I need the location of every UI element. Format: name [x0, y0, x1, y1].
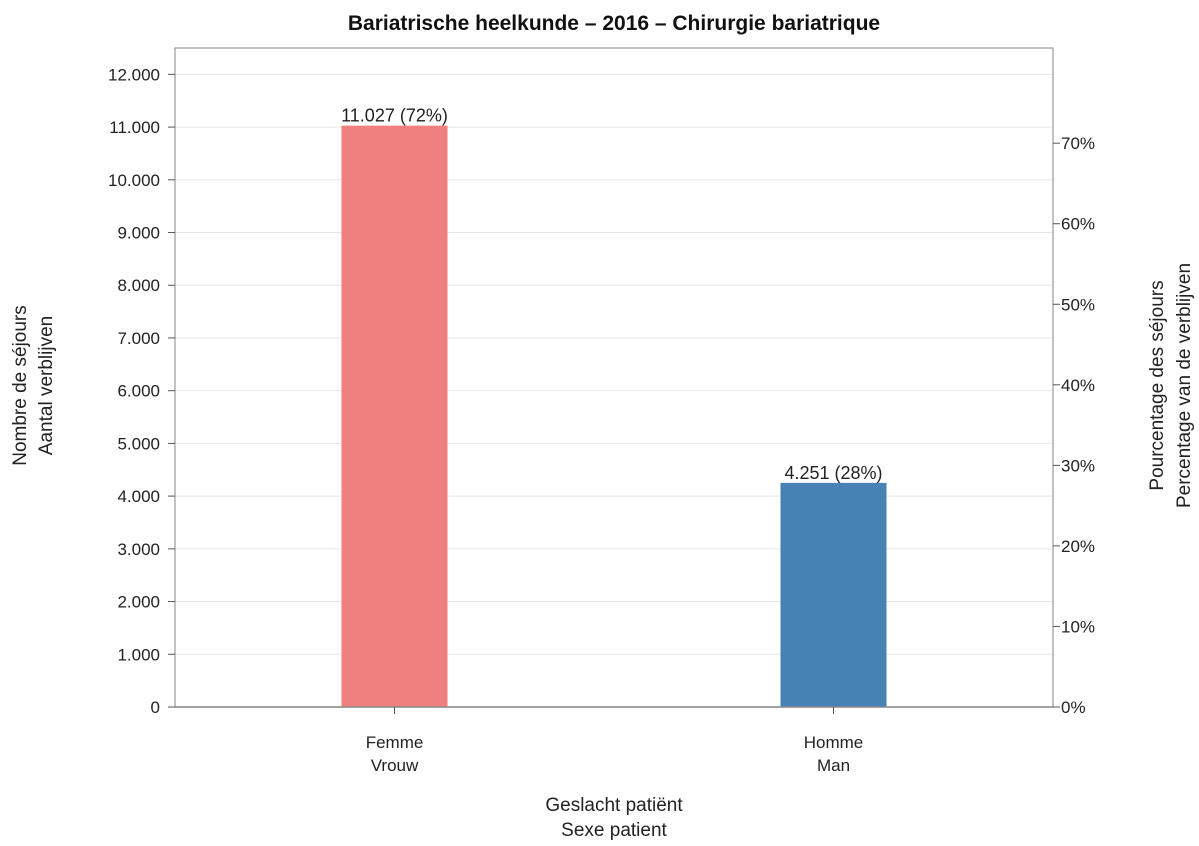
right-y-tick-label: 20% — [1061, 537, 1095, 556]
x-tick-label: Man — [817, 756, 850, 775]
axis-titles: Geslacht patiënt Sexe patient Nombre de sé… — [10, 263, 1195, 841]
x-axis-title: Geslacht patiënt — [545, 795, 683, 816]
bar-data-label: 4.251 (28%) — [784, 463, 882, 483]
bar — [780, 482, 887, 707]
right-y-tick-label: 0% — [1061, 698, 1086, 717]
left-y-tick-label: 6.000 — [117, 382, 160, 401]
left-y-tick-label: 3.000 — [117, 540, 160, 559]
right-y-tick-label: 70% — [1061, 134, 1095, 153]
right-y-tick-label: 40% — [1061, 376, 1095, 395]
x-tick-label: Homme — [804, 733, 864, 752]
right-y-tick-label: 60% — [1061, 215, 1095, 234]
left-y-axis: 0 1.000 2.000 3.000 4.000 5.000 6.000 7.000 8.00… — [108, 65, 175, 717]
bar-data-label: 11.027 (72%) — [341, 106, 448, 126]
right-y-tick-label: 10% — [1061, 617, 1095, 636]
right-y-tick-label: 30% — [1061, 456, 1095, 475]
plot-frame — [174, 47, 1054, 708]
left-y-tick-label: 5.000 — [117, 434, 160, 453]
right-y-axis: 0% 10% 20% 30% 40% 50% 60% 70% — [1053, 134, 1095, 717]
x-tick-label: Vrouw — [371, 756, 419, 775]
left-y-tick-label: 10.000 — [108, 171, 160, 190]
bars: 11.027 (72%) 4.251 (28%) — [341, 106, 887, 708]
gridlines — [175, 73, 1053, 655]
left-y-tick-label: 4.000 — [117, 487, 160, 506]
bar — [341, 125, 448, 708]
right-y-axis-title: Pourcentage des séjours — [1147, 280, 1168, 490]
left-y-tick-label: 9.000 — [117, 224, 160, 243]
left-y-tick-label: 11.000 — [109, 118, 160, 137]
left-y-tick-label: 0 — [151, 698, 160, 717]
left-y-tick-label: 7.000 — [117, 329, 160, 348]
right-y-tick-label: 50% — [1061, 295, 1095, 314]
left-y-axis-title: Aantal verblijven — [36, 316, 57, 455]
right-y-axis-title: Percentage van de verblijven — [1174, 263, 1195, 508]
x-axis: Femme Vrouw Homme Man — [366, 707, 864, 775]
left-y-tick-label: 12.000 — [108, 65, 160, 84]
chart-title: Bariatrische heelkunde – 2016 – Chirurgi… — [348, 12, 880, 35]
x-axis-title: Sexe patient — [561, 820, 667, 841]
left-y-axis-title: Nombre de séjours — [10, 305, 31, 466]
left-y-tick-label: 1.000 — [117, 645, 160, 664]
left-y-tick-label: 2.000 — [117, 593, 160, 612]
x-tick-label: Femme — [366, 733, 424, 752]
left-y-tick-label: 8.000 — [117, 276, 160, 295]
